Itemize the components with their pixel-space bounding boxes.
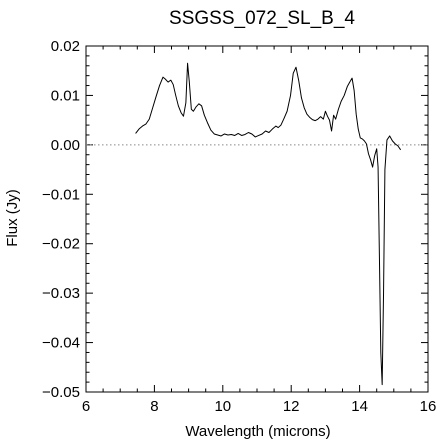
plot-frame xyxy=(85,45,429,393)
y-tick-label: −0.02 xyxy=(42,236,80,253)
y-tick-label: 0.00 xyxy=(51,137,80,154)
x-tick-label: 12 xyxy=(283,398,300,415)
x-tick-label: 8 xyxy=(150,398,158,415)
x-tick-label: 16 xyxy=(420,398,437,415)
data-series xyxy=(135,62,402,386)
axes xyxy=(85,45,429,393)
x-tick-label: 6 xyxy=(82,398,90,415)
spectrum-line xyxy=(135,62,402,386)
tick-labels: 6 8 10 12 14 16 −0.05 −0.04 −0.03 −0.02 −0.01 0.00 0… xyxy=(42,38,436,415)
y-tick-label: 0.02 xyxy=(51,38,80,55)
x-axis-label: Wavelength (microns) xyxy=(185,423,330,440)
y-tick-label: −0.03 xyxy=(42,285,80,302)
y-tick-label: −0.01 xyxy=(42,186,80,203)
y-axis-label: Flux (Jy) xyxy=(4,189,21,247)
ticks xyxy=(85,45,429,393)
y-tick-label: −0.05 xyxy=(42,384,80,401)
y-tick-label: −0.04 xyxy=(42,335,80,352)
x-tick-label: 10 xyxy=(214,398,231,415)
x-tick-label: 14 xyxy=(351,398,368,415)
chart-title: SSGSS_072_SL_B_4 xyxy=(169,8,355,29)
y-tick-label: 0.01 xyxy=(51,87,80,104)
